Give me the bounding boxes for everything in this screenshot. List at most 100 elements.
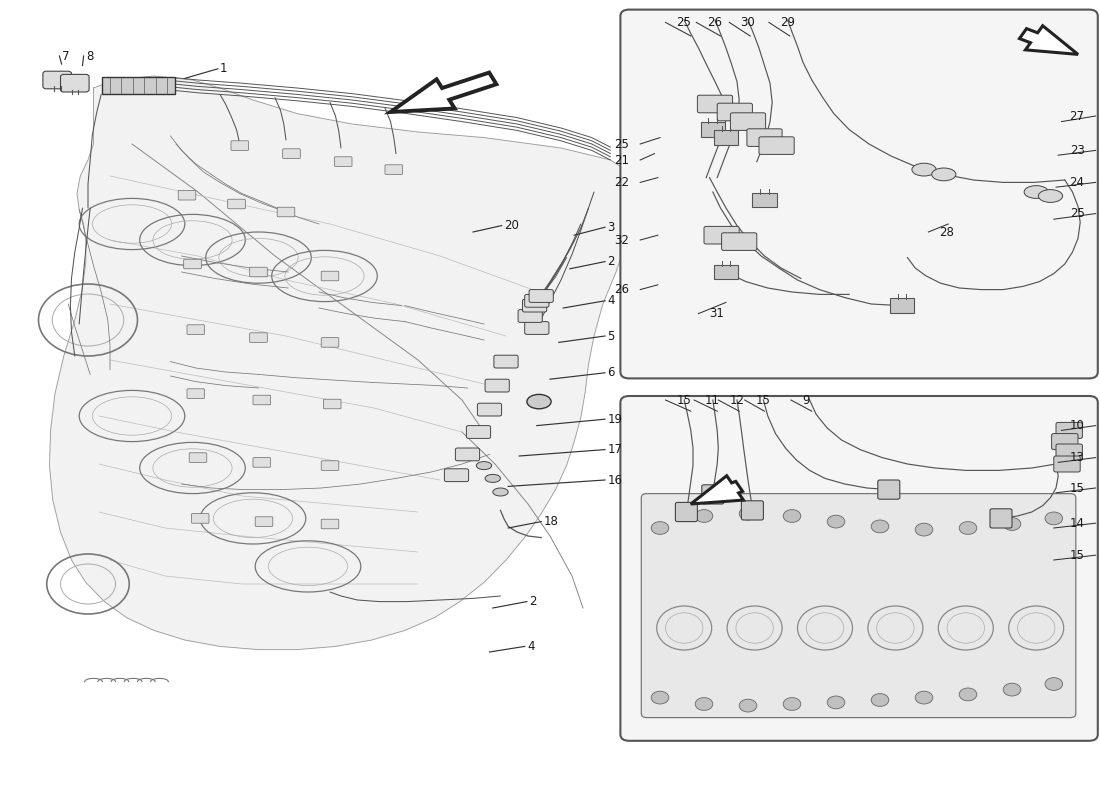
Text: 15: 15 <box>676 394 692 406</box>
FancyBboxPatch shape <box>444 469 469 482</box>
Text: 2: 2 <box>529 595 537 608</box>
Text: 3: 3 <box>607 221 615 234</box>
FancyBboxPatch shape <box>187 325 205 334</box>
Text: 25: 25 <box>614 138 629 150</box>
Text: 18: 18 <box>543 515 559 528</box>
Text: 24: 24 <box>1069 176 1085 189</box>
Text: 1: 1 <box>220 62 228 75</box>
FancyBboxPatch shape <box>323 399 341 409</box>
Circle shape <box>1045 678 1063 690</box>
FancyBboxPatch shape <box>189 453 207 462</box>
FancyArrow shape <box>390 73 496 112</box>
FancyBboxPatch shape <box>702 485 724 504</box>
FancyBboxPatch shape <box>321 519 339 529</box>
Text: 12: 12 <box>729 394 745 406</box>
Polygon shape <box>50 76 638 650</box>
FancyBboxPatch shape <box>525 322 549 334</box>
FancyBboxPatch shape <box>704 226 739 244</box>
FancyBboxPatch shape <box>178 190 196 200</box>
Text: 25: 25 <box>1069 207 1085 220</box>
FancyBboxPatch shape <box>43 71 72 89</box>
Ellipse shape <box>932 168 956 181</box>
FancyBboxPatch shape <box>714 130 738 145</box>
FancyBboxPatch shape <box>231 141 249 150</box>
FancyBboxPatch shape <box>990 509 1012 528</box>
Text: 26: 26 <box>614 283 629 296</box>
FancyBboxPatch shape <box>191 514 209 523</box>
Circle shape <box>959 522 977 534</box>
FancyBboxPatch shape <box>321 461 339 470</box>
FancyBboxPatch shape <box>250 333 267 342</box>
Text: 5: 5 <box>607 330 615 342</box>
FancyBboxPatch shape <box>529 290 553 302</box>
Circle shape <box>651 691 669 704</box>
Text: 22: 22 <box>614 176 629 189</box>
FancyBboxPatch shape <box>102 77 175 94</box>
Ellipse shape <box>493 488 508 496</box>
FancyBboxPatch shape <box>747 129 782 146</box>
Text: 4: 4 <box>607 294 615 307</box>
FancyBboxPatch shape <box>717 103 752 121</box>
Ellipse shape <box>1038 190 1063 202</box>
Circle shape <box>959 688 977 701</box>
Circle shape <box>827 515 845 528</box>
Ellipse shape <box>485 474 501 482</box>
FancyBboxPatch shape <box>878 480 900 499</box>
Circle shape <box>739 699 757 712</box>
FancyBboxPatch shape <box>697 95 733 113</box>
Text: 10: 10 <box>1069 419 1085 432</box>
Text: 31: 31 <box>710 307 725 320</box>
FancyBboxPatch shape <box>494 355 518 368</box>
FancyArrow shape <box>1020 26 1078 54</box>
Circle shape <box>783 510 801 522</box>
FancyBboxPatch shape <box>1054 456 1080 472</box>
FancyBboxPatch shape <box>722 233 757 250</box>
Text: 13: 13 <box>1069 451 1085 464</box>
FancyBboxPatch shape <box>741 501 763 520</box>
FancyBboxPatch shape <box>1056 444 1082 460</box>
FancyBboxPatch shape <box>228 199 245 209</box>
Text: 9: 9 <box>802 394 810 406</box>
FancyBboxPatch shape <box>277 207 295 217</box>
Circle shape <box>651 522 669 534</box>
FancyBboxPatch shape <box>321 271 339 281</box>
FancyBboxPatch shape <box>385 165 403 174</box>
Text: 28: 28 <box>939 226 955 238</box>
FancyBboxPatch shape <box>714 265 738 279</box>
FancyBboxPatch shape <box>334 157 352 166</box>
FancyBboxPatch shape <box>890 298 914 313</box>
FancyBboxPatch shape <box>455 448 480 461</box>
FancyArrow shape <box>691 476 744 504</box>
Text: 14: 14 <box>1069 517 1085 530</box>
Text: 15: 15 <box>756 394 771 406</box>
FancyBboxPatch shape <box>253 458 271 467</box>
FancyBboxPatch shape <box>477 403 502 416</box>
FancyBboxPatch shape <box>187 389 205 398</box>
FancyBboxPatch shape <box>250 267 267 277</box>
FancyBboxPatch shape <box>620 10 1098 378</box>
Text: 27: 27 <box>1069 110 1085 122</box>
Circle shape <box>695 510 713 522</box>
Circle shape <box>739 507 757 520</box>
Text: 2: 2 <box>607 255 615 268</box>
FancyBboxPatch shape <box>321 338 339 347</box>
FancyBboxPatch shape <box>255 517 273 526</box>
FancyBboxPatch shape <box>1056 422 1082 438</box>
FancyBboxPatch shape <box>525 294 549 307</box>
Circle shape <box>783 698 801 710</box>
Circle shape <box>915 523 933 536</box>
Text: 26: 26 <box>707 16 723 29</box>
Text: 17: 17 <box>607 443 623 456</box>
FancyBboxPatch shape <box>1052 434 1078 450</box>
FancyBboxPatch shape <box>253 395 271 405</box>
Text: 32: 32 <box>614 234 629 246</box>
FancyBboxPatch shape <box>466 426 491 438</box>
Text: 15: 15 <box>1069 482 1085 494</box>
Text: 30: 30 <box>740 16 755 29</box>
FancyBboxPatch shape <box>485 379 509 392</box>
Text: 8: 8 <box>86 50 94 62</box>
Circle shape <box>695 698 713 710</box>
Circle shape <box>1003 518 1021 530</box>
Circle shape <box>915 691 933 704</box>
FancyBboxPatch shape <box>752 193 777 207</box>
